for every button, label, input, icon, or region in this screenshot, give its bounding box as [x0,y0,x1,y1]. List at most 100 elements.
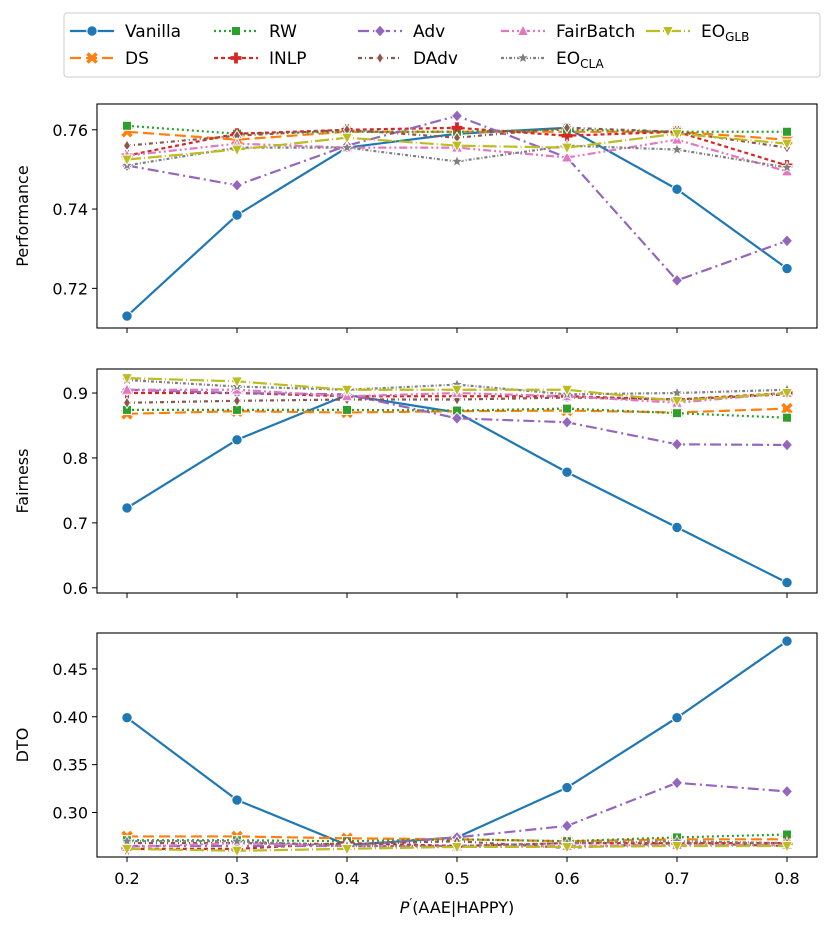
y-tick-label: 0.40 [52,708,88,727]
y-tick-label: 0.74 [52,200,88,219]
data-point [122,120,132,131]
x-axis: 0.2 0.3 0.4 0.5 0.6 0.7 0.8 P′(AAE|HAPPY) [114,869,799,917]
data-point [561,466,573,478]
y-tick-label: 0.35 [52,756,88,775]
plot-area [120,635,794,857]
y-tick-label: 0.76 [52,121,88,140]
legend-item-7: FairBatch [501,22,635,42]
data-point [560,150,574,163]
legend-marker [375,51,385,65]
data-point [450,140,464,153]
legend-label: EOGLB [701,22,749,44]
data-point [670,437,684,452]
plot-area [120,109,794,322]
legend-marker [516,50,530,64]
x-tick-label: 0.5 [444,869,469,888]
data-point [231,794,243,806]
data-point [671,183,683,195]
series-9 [120,128,794,167]
data-point [780,388,794,401]
data-point [781,402,793,415]
data-point [562,403,572,414]
data-point [120,843,134,856]
legend-marker [86,52,98,64]
y-axis-label: Fairness [13,449,32,514]
data-point [561,781,573,794]
data-point [782,126,792,137]
data-point [780,160,794,174]
series-9 [120,373,794,408]
legend-label: INLP [269,49,306,69]
axes-frame [96,368,818,594]
data-point [230,376,244,389]
y-axis-label: Performance [13,165,32,266]
x-tick-label: 0.3 [224,869,249,888]
data-point [560,415,574,429]
legend-label: DAdv [413,49,458,69]
data-point [230,834,244,847]
data-point [122,396,132,410]
data-point [450,411,464,426]
legend-label: Adv [413,22,445,42]
x-tick-label: 0.8 [774,869,799,888]
data-point [671,712,683,724]
data-point [340,140,354,154]
data-point [450,841,464,855]
data-point [450,109,464,123]
y-tick-label: 0.30 [52,803,88,822]
x-tick-label: 0.4 [334,869,359,888]
x-axis-label: P′(AAE|HAPPY) [400,896,514,917]
x-tick-label: 0.6 [554,869,579,888]
legend-label: Vanilla [125,22,181,42]
data-point [781,262,793,275]
data-point [560,841,574,855]
data-point [670,142,684,156]
data-point [781,635,793,647]
legend-item-9: EOGLB [646,22,749,44]
legend-marker [231,26,241,36]
data-point [781,576,793,589]
data-point [562,121,572,135]
data-point [121,310,133,322]
data-point [670,273,684,288]
series-9 [120,840,794,857]
data-point [232,394,242,408]
data-point [230,845,244,857]
data-point [231,209,243,221]
legend-item-5: Adv [358,22,445,42]
data-point [670,776,684,790]
legend-marker [516,23,530,36]
axes-frame [96,632,818,858]
data-point [780,784,794,799]
panel-fairness: 0.6 0.7 0.8 0.9 Fairness [13,368,818,598]
data-point [670,840,684,854]
panel-dto: 0.30 0.35 0.40 0.45 DTO [13,632,818,862]
legend-frame [63,12,821,78]
y-axis-label: DTO [13,728,32,763]
legend-item-4: INLP [214,49,306,69]
legend-marker [661,26,675,39]
data-point [670,385,684,399]
legend: Vanilla DS RW INLP Adv DAdv FairBatch EOCLA EOGL… [63,12,821,78]
series-1 [121,635,793,851]
data-point [121,502,133,514]
legend-label: EOCLA [556,49,604,71]
data-point [121,712,133,724]
plot-area [120,372,794,589]
legend-label: DS [125,49,149,69]
data-point [120,373,134,386]
data-point [231,434,243,446]
y-tick-label: 0.8 [63,449,88,468]
data-point [342,404,352,415]
legend-marker [86,25,98,37]
legend-item-3: RW [214,22,297,42]
data-point [670,395,684,408]
data-point [560,384,574,397]
data-point [560,142,574,155]
data-point [450,154,464,168]
data-point [671,521,683,534]
legend-item-8: EOCLA [501,49,604,71]
data-point [450,384,464,397]
data-point [120,382,134,395]
